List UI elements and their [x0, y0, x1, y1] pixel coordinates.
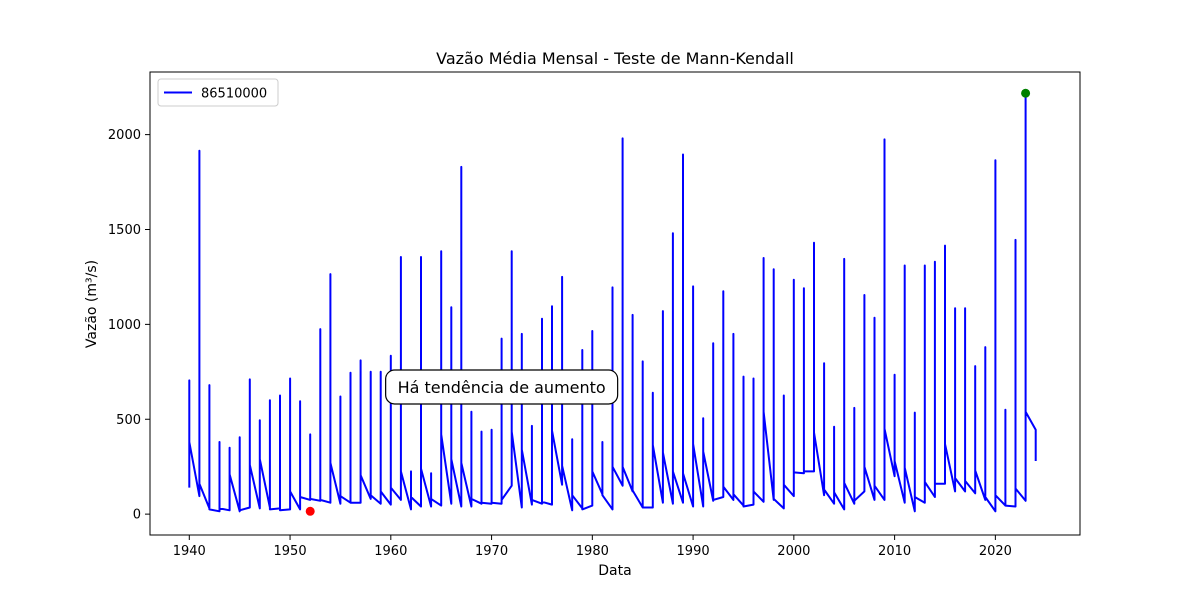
trend-annotation: Há tendência de aumento [398, 378, 606, 397]
x-tick-label: 1950 [274, 544, 307, 559]
x-tick-label: 2000 [777, 544, 810, 559]
x-tick-label: 1940 [173, 544, 206, 559]
x-axis-label: Data [598, 563, 631, 579]
x-tick-label: 2020 [979, 544, 1012, 559]
x-tick-label: 1960 [374, 544, 407, 559]
annotation-box [385, 369, 619, 405]
x-tick-label: 1980 [576, 544, 609, 559]
max-point-marker [1021, 88, 1031, 98]
x-tick-label: 2010 [878, 544, 911, 559]
legend-entry-86510000: 86510000 [201, 87, 267, 102]
y-tick-label: 1000 [108, 318, 141, 333]
chart-title: Vazão Média Mensal - Teste de Mann-Kenda… [436, 49, 794, 68]
axes-frame [149, 71, 1081, 536]
y-tick-label: 500 [116, 413, 141, 428]
y-tick-label: 1500 [108, 223, 141, 238]
plot-area: 1940 1950 1960 1970 1980 1990 2000 2010 2020 0 500… [108, 71, 1081, 559]
legend: 86510000 [157, 78, 279, 107]
x-tick-label: 1970 [475, 544, 508, 559]
y-axis-label: Vazão (m³/s) [84, 260, 100, 348]
legend-frame [157, 78, 279, 107]
min-point-marker [305, 506, 315, 516]
x-tick-label: 1990 [677, 544, 710, 559]
y-tick-label: 2000 [108, 128, 141, 143]
y-tick-label: 0 [133, 508, 141, 523]
